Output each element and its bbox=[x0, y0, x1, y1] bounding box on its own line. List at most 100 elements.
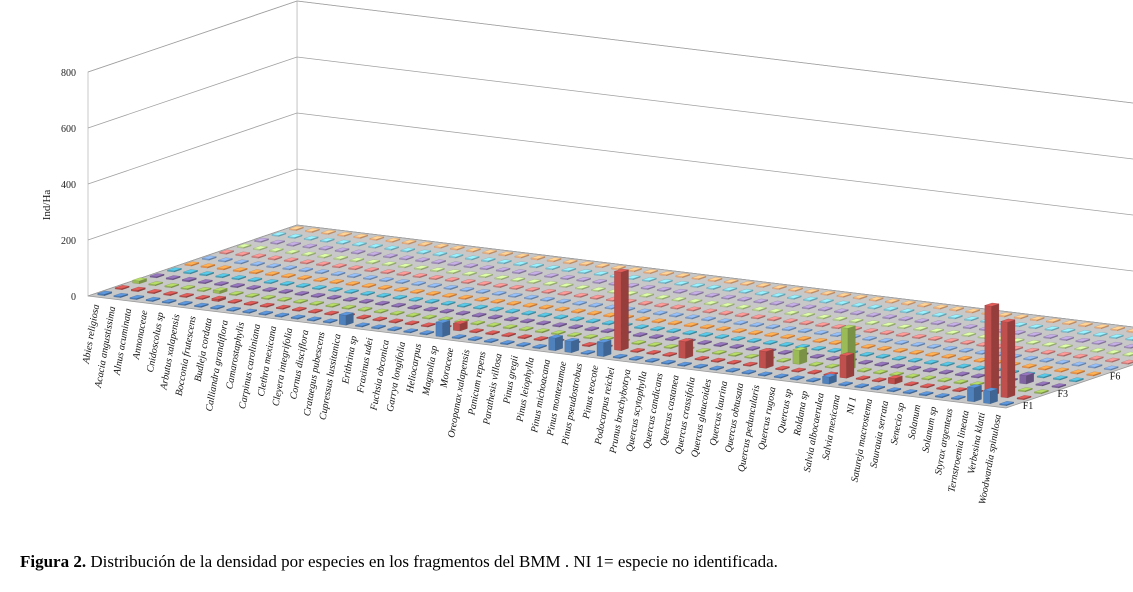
bar-f4-16 bbox=[391, 302, 406, 308]
bar-f1-55 bbox=[967, 384, 982, 403]
bar-f7-9 bbox=[330, 271, 346, 277]
bar-f12-50 bbox=[1078, 322, 1093, 328]
bar-f9-45 bbox=[945, 330, 960, 336]
bar-f6-36 bbox=[748, 330, 763, 336]
bar-f1-46 bbox=[822, 373, 837, 385]
bar-f1-17 bbox=[355, 322, 370, 328]
bar-f7-36 bbox=[765, 324, 781, 330]
bar-f5-56 bbox=[1053, 375, 1068, 381]
bar-f2-17 bbox=[372, 316, 388, 322]
bar-f2-9 bbox=[243, 300, 259, 306]
bar-f2-3 bbox=[147, 289, 162, 294]
bar-f7-55 bbox=[1071, 361, 1087, 367]
bar-f10-22 bbox=[592, 279, 607, 284]
bar-f11-42 bbox=[932, 312, 947, 318]
bar-f10-11 bbox=[415, 257, 430, 263]
bar-f7-14 bbox=[411, 281, 426, 286]
bar-f2-24 bbox=[485, 330, 500, 336]
bar-f4-8 bbox=[262, 287, 277, 292]
bar-f3-18 bbox=[406, 312, 421, 318]
bar-f9-27 bbox=[655, 294, 671, 300]
y-tick-label: 0 bbox=[71, 292, 76, 303]
bar-f4-36 bbox=[713, 342, 728, 347]
bar-f11-7 bbox=[368, 243, 383, 249]
bar-f6-34 bbox=[716, 326, 731, 332]
bar-f3-2 bbox=[148, 281, 163, 287]
bar-f2-47 bbox=[855, 375, 871, 381]
bar-f9-44 bbox=[929, 328, 944, 334]
bar-f10-27 bbox=[673, 288, 688, 294]
bar-f6-37 bbox=[764, 332, 779, 338]
bar-f9-30 bbox=[703, 300, 719, 306]
bar-f9-53 bbox=[1074, 345, 1089, 351]
bar-f1-15 bbox=[323, 318, 338, 324]
bar-f12-35 bbox=[836, 292, 852, 298]
bar-f11-32 bbox=[771, 292, 786, 298]
bar-f4-42 bbox=[810, 353, 825, 359]
bar-f2-56 bbox=[1000, 318, 1016, 399]
bar-f12-15 bbox=[514, 253, 530, 259]
bar-f5-17 bbox=[424, 298, 440, 304]
bar-f2-18 bbox=[388, 318, 404, 324]
bar-f1-34 bbox=[629, 355, 644, 361]
bar-f7-42 bbox=[862, 336, 877, 341]
bar-f9-3 bbox=[269, 247, 284, 253]
x-tick-label: Solanum bbox=[906, 404, 923, 440]
bar-f5-47 bbox=[908, 357, 923, 363]
bar-f1-50 bbox=[886, 387, 902, 393]
bar-f5-41 bbox=[811, 346, 826, 351]
bar-f12-16 bbox=[530, 255, 546, 261]
bar-f3-5 bbox=[196, 287, 212, 292]
bar-f6-3 bbox=[216, 265, 232, 271]
bar-f3-26 bbox=[535, 328, 550, 334]
bar-f3-16 bbox=[373, 308, 389, 314]
bar-f9-5 bbox=[301, 251, 316, 257]
bar-f12-43 bbox=[965, 308, 980, 314]
bar-f10-20 bbox=[560, 275, 575, 281]
bar-f5-48 bbox=[924, 359, 939, 365]
bar-f4-20 bbox=[455, 310, 471, 316]
bar-f6-17 bbox=[442, 292, 457, 298]
bar-f2-50 bbox=[904, 381, 919, 387]
bar-f7-53 bbox=[1039, 357, 1054, 363]
bar-f9-55 bbox=[1106, 349, 1121, 355]
bar-f10-29 bbox=[705, 292, 720, 298]
bar-f9-18 bbox=[510, 277, 526, 282]
bar-f10-41 bbox=[898, 316, 913, 322]
bar-f9-52 bbox=[1058, 343, 1073, 349]
bar-f4-7 bbox=[246, 285, 261, 290]
gridline bbox=[87, 168, 1133, 272]
bar-f9-40 bbox=[865, 320, 880, 326]
bar-f9-15 bbox=[462, 271, 477, 277]
bar-f12-27 bbox=[707, 277, 723, 282]
bar-f8-43 bbox=[895, 332, 911, 338]
bar-f11-8 bbox=[384, 245, 399, 251]
bar-f3-49 bbox=[905, 373, 920, 379]
bar-f1-8 bbox=[210, 304, 225, 310]
gridline bbox=[87, 56, 1133, 160]
bar-f6-8 bbox=[297, 275, 312, 281]
bar-f12-6 bbox=[369, 235, 385, 241]
bar-f11-4 bbox=[320, 237, 335, 243]
bar-f10-43 bbox=[930, 320, 946, 326]
bar-f12-13 bbox=[482, 249, 497, 255]
bar-f5-19 bbox=[457, 302, 472, 308]
bar-f5-13 bbox=[360, 291, 375, 296]
bar-f10-25 bbox=[640, 285, 656, 290]
bar-f4-19 bbox=[439, 308, 455, 314]
bar-f8-32 bbox=[718, 310, 734, 316]
bar-f4-46 bbox=[874, 361, 889, 367]
bar-f10-54 bbox=[1107, 341, 1123, 347]
bar-f8-24 bbox=[589, 294, 605, 300]
bar-f1-19 bbox=[387, 326, 402, 332]
bar-f7-15 bbox=[427, 283, 442, 288]
bar-f10-21 bbox=[576, 277, 591, 282]
bar-f5-18 bbox=[441, 300, 456, 306]
bar-f5-21 bbox=[489, 306, 504, 312]
bar-f3-14 bbox=[341, 304, 357, 310]
bar-f11-38 bbox=[867, 304, 883, 310]
y-tick-label: 800 bbox=[61, 68, 76, 79]
bar-f1-54 bbox=[951, 395, 966, 401]
bar-f6-53 bbox=[1022, 363, 1037, 369]
bar-f3-50 bbox=[921, 375, 936, 381]
